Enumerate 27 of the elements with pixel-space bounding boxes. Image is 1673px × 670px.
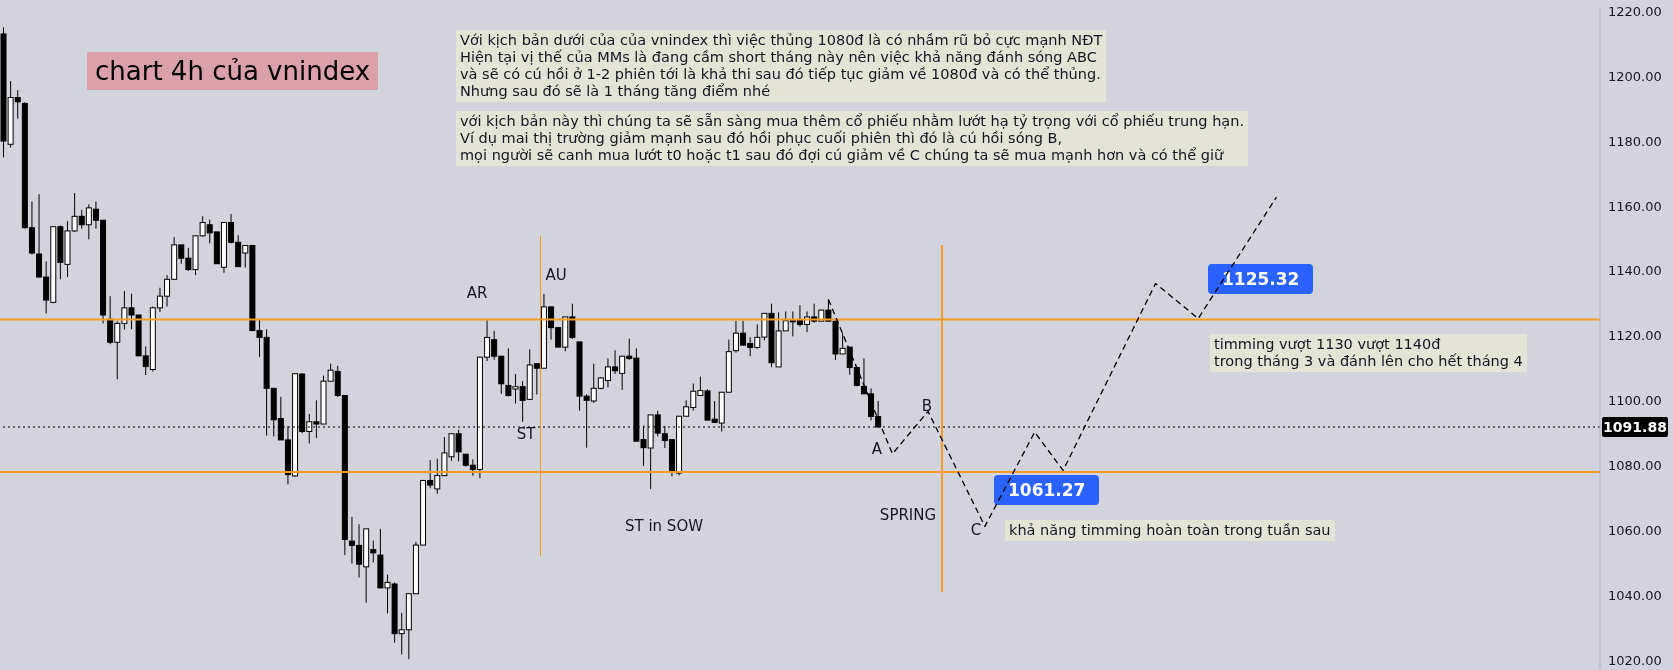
annotation: 1125.32	[1208, 264, 1314, 294]
annotation: A	[871, 440, 883, 458]
annotation: Với kịch bản dưới của của vnindex thì việc thủng 1080đ là có nhầm rũ bỏ cực mạnh NĐT Hiện tại vị thế của MMs là đang cầm short tháng này nên việc khả năng đánh sóng ABC và sẽ có cú hồi ở 1-2 phiên tới là khả thi sau đó tiếp tục giảm về 1080đ và có thể thủng. Nhưng sau đó sẽ là 1 tháng tăng điểm nhé	[456, 30, 1107, 102]
y-tick-label: 1140.00	[1608, 263, 1662, 279]
annotation: 1061.27	[994, 475, 1100, 505]
annotation: ST	[516, 425, 536, 443]
annotation: với kịch bản này thì chúng ta sẽ sẵn sàng mua thêm cổ phiếu nhằm lướt hạ tỷ trọng với cổ phiếu trung hạn. Ví dụ mai thị trường giảm mạnh sau đó hồi phục cuối phiên thì đó là cú hồi sóng B, mọi người sẽ canh mua lướt t0 hoặc t1 sau đó đợi cú giảm về C chúng ta sẽ mua mạnh hơn và có thể giữ	[456, 111, 1249, 166]
y-tick-label: 1120.00	[1608, 328, 1662, 344]
y-tick-label: 1020.00	[1608, 652, 1662, 668]
y-tick-label: 1180.00	[1608, 133, 1662, 149]
ref-line-label: 1091.88	[1603, 419, 1667, 436]
annotation: C	[970, 521, 982, 539]
y-tick-label: 1160.00	[1608, 198, 1662, 214]
annotation: ST in SOW	[624, 517, 704, 535]
y-tick-label: 1040.00	[1608, 587, 1662, 603]
annotation: khả năng timming hoàn toàn trong tuần sau	[1005, 520, 1335, 541]
annotation: AR	[466, 284, 488, 302]
y-tick-label: 1060.00	[1608, 523, 1662, 539]
annotation: timming vượt 1130 vượt 1140đ trong tháng 3 và đánh lên cho hết tháng 4	[1210, 334, 1527, 372]
y-tick-label: 1100.00	[1608, 393, 1662, 409]
annotation: AU	[545, 266, 567, 284]
text: chart 4h của vnindex	[87, 52, 379, 90]
annotation: B	[921, 397, 933, 415]
y-tick-label: 1220.00	[1608, 3, 1662, 19]
annotation: SPRING	[879, 506, 937, 524]
y-tick-label: 1080.00	[1608, 458, 1662, 474]
y-tick-label: 1200.00	[1608, 68, 1662, 84]
